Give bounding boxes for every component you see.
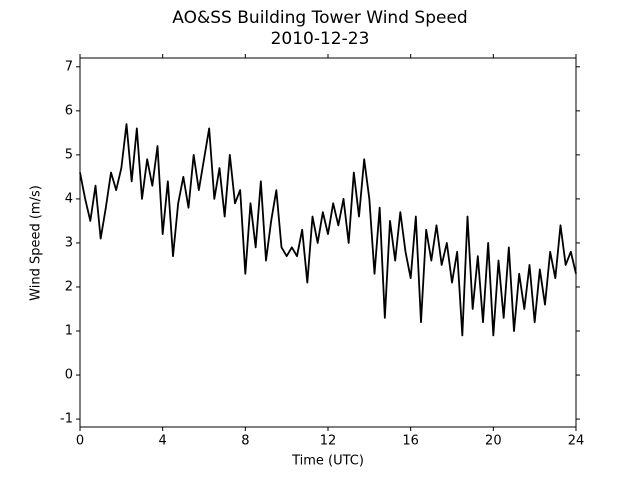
- chart-title: AO&SS Building Tower Wind Speed: [172, 8, 467, 28]
- y-tick-label: 3: [65, 235, 73, 250]
- y-tick-label: -1: [60, 412, 73, 427]
- y-tick-label: 5: [65, 147, 73, 162]
- y-tick-label: 6: [65, 103, 73, 118]
- x-tick-label: 0: [76, 434, 84, 449]
- y-tick-label: 0: [65, 368, 73, 383]
- x-tick-label: 20: [485, 434, 502, 449]
- x-tick-label: 4: [159, 434, 167, 449]
- chart-subtitle: 2010-12-23: [271, 29, 370, 49]
- y-tick-label: 7: [65, 59, 73, 74]
- x-tick-label: 12: [320, 434, 337, 449]
- y-axis-label: Wind Speed (m/s): [29, 185, 44, 301]
- x-tick-label: 8: [241, 434, 249, 449]
- y-tick-label: 4: [65, 191, 73, 206]
- x-tick-label: 16: [402, 434, 419, 449]
- x-tick-label: 24: [568, 434, 585, 449]
- x-axis-label: Time (UTC): [291, 454, 364, 469]
- y-tick-label: 1: [65, 324, 73, 339]
- plot-frame: [79, 57, 577, 428]
- data-line: [79, 123, 577, 337]
- y-tick-label: 2: [65, 279, 73, 294]
